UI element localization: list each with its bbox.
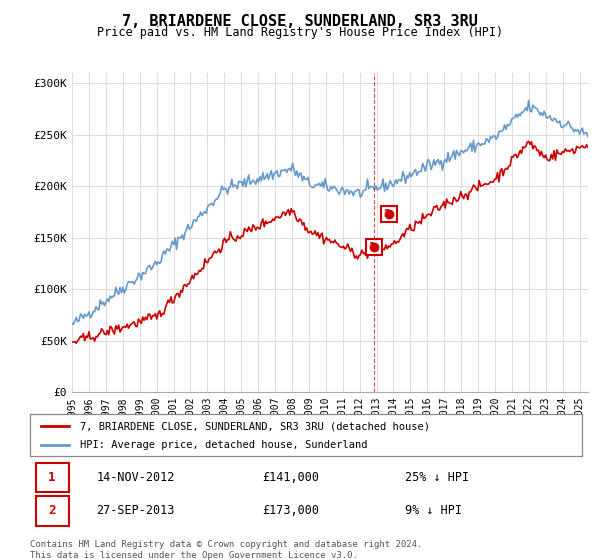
FancyBboxPatch shape (35, 463, 68, 492)
Text: 14-NOV-2012: 14-NOV-2012 (96, 471, 175, 484)
Text: 27-SEP-2013: 27-SEP-2013 (96, 505, 175, 517)
Text: £173,000: £173,000 (262, 505, 319, 517)
Text: £141,000: £141,000 (262, 471, 319, 484)
Text: 9% ↓ HPI: 9% ↓ HPI (406, 505, 463, 517)
Text: 1: 1 (368, 242, 375, 252)
Text: 2: 2 (383, 209, 390, 219)
Text: 2: 2 (49, 505, 56, 517)
Text: 7, BRIARDENE CLOSE, SUNDERLAND, SR3 3RU: 7, BRIARDENE CLOSE, SUNDERLAND, SR3 3RU (122, 14, 478, 29)
Text: 7, BRIARDENE CLOSE, SUNDERLAND, SR3 3RU (detached house): 7, BRIARDENE CLOSE, SUNDERLAND, SR3 3RU … (80, 421, 430, 431)
Text: HPI: Average price, detached house, Sunderland: HPI: Average price, detached house, Sund… (80, 440, 367, 450)
Text: 25% ↓ HPI: 25% ↓ HPI (406, 471, 469, 484)
Text: 1: 1 (49, 471, 56, 484)
FancyBboxPatch shape (35, 496, 68, 525)
Text: Price paid vs. HM Land Registry's House Price Index (HPI): Price paid vs. HM Land Registry's House … (97, 26, 503, 39)
Text: Contains HM Land Registry data © Crown copyright and database right 2024.
This d: Contains HM Land Registry data © Crown c… (30, 540, 422, 560)
